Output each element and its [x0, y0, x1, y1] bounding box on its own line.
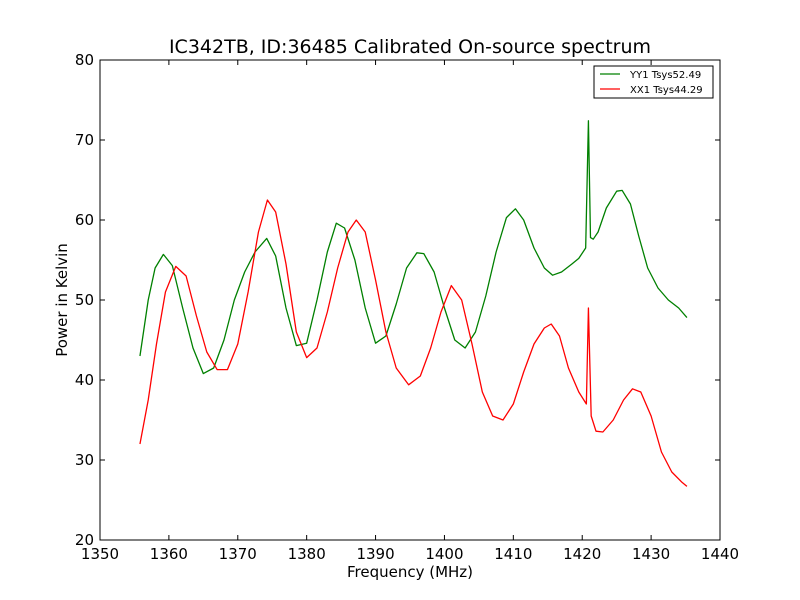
x-tick-label: 1370	[219, 545, 257, 563]
x-tick-label: 1400	[425, 545, 463, 563]
y-axis-title: Power in Kelvin	[53, 243, 71, 357]
legend-label-xx1: XX1 Tsys44.29	[630, 85, 703, 96]
x-tick-label: 1430	[632, 545, 670, 563]
series-layer	[139, 120, 688, 487]
legend-box	[593, 65, 714, 99]
legend: YY1 Tsys52.49 XX1 Tsys44.29	[593, 65, 714, 99]
x-tick-label: 1440	[701, 545, 739, 563]
series-line-xx1	[139, 199, 688, 487]
y-tick-label: 30	[75, 451, 94, 469]
y-tick-label: 20	[75, 531, 94, 549]
x-tick-label: 1350	[81, 545, 119, 563]
plot-frame	[99, 59, 721, 541]
y-tick-label: 60	[75, 211, 94, 229]
chart-title: IC342TB, ID:36485 Calibrated On-source s…	[169, 36, 651, 58]
x-tick-label: 1390	[356, 545, 394, 563]
series-line-yy1	[139, 120, 688, 375]
y-tick-label: 80	[75, 51, 94, 69]
y-tick-label: 50	[75, 291, 94, 309]
x-tick-label: 1360	[150, 545, 188, 563]
legend-label-yy1: YY1 Tsys52.49	[629, 70, 701, 81]
x-tick-label: 1420	[563, 545, 601, 563]
x-tick-label: 1380	[288, 545, 326, 563]
x-tick-label: 1410	[494, 545, 532, 563]
y-tick-label: 40	[75, 371, 94, 389]
y-tick-label: 70	[75, 131, 94, 149]
tick-layer: 1350 1360 1370 1380 1390 1400 1410 1420 1430 1440…	[75, 51, 739, 563]
x-axis-title: Frequency (MHz)	[347, 563, 473, 581]
